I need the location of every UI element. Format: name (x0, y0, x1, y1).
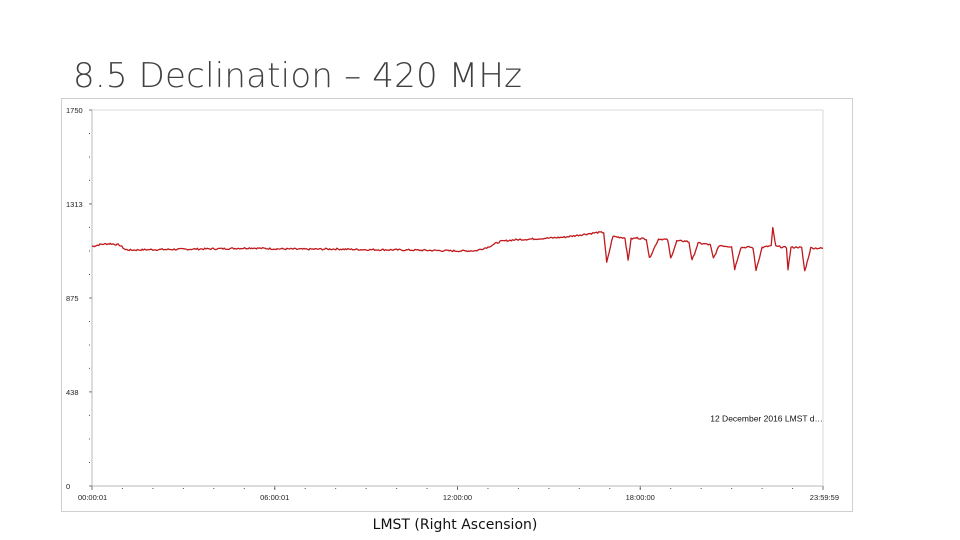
series-layer (91, 226, 824, 272)
chart-annotation: 12 December 2016 LMST d… (710, 414, 823, 424)
x-tick-label: 23:59:59 (810, 493, 839, 502)
y-tick-label: 438 (66, 388, 79, 397)
y-tick-label: 1750 (66, 106, 83, 115)
x-tick-label: 18:00:00 (626, 493, 655, 502)
y-axis-ticks: 0 438 875 1313 1750 (66, 106, 92, 491)
line-chart: 0 438 875 1313 1750 00:00:01 06:00:01 12:00:00… (66, 106, 839, 502)
y-tick-label: 875 (66, 294, 79, 303)
series-line (91, 226, 824, 272)
y-tick-label: 0 (66, 482, 70, 491)
x-tick-label: 12:00:00 (443, 493, 472, 502)
x-tick-label: 00:00:01 (78, 493, 107, 502)
chart-frame: 0 438 875 1313 1750 00:00:01 06:00:01 12:00:00… (61, 98, 853, 512)
slide-title: 8.5 Declination – 420 MHz (73, 56, 523, 96)
x-axis-ticks: 00:00:01 06:00:01 12:00:00 18:00:00 23:59:59 (78, 486, 839, 502)
x-tick-label: 06:00:01 (260, 493, 289, 502)
y-tick-label: 1313 (66, 200, 83, 209)
x-axis-label: LMST (Right Ascension) (372, 517, 538, 533)
